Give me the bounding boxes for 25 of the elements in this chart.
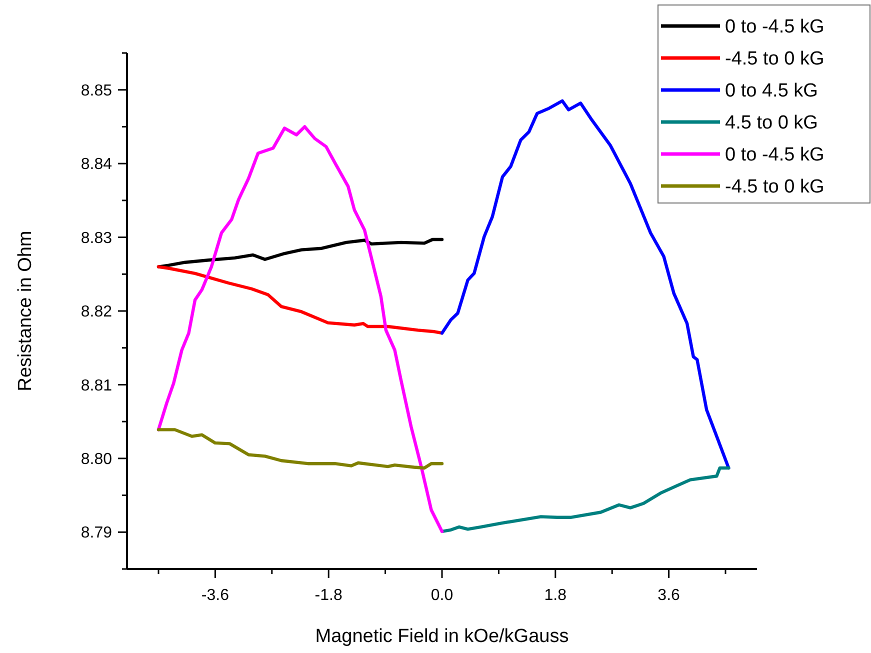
- x-tick-label: 3.6: [658, 587, 680, 604]
- legend-label: -4.5 to 0 kG: [725, 48, 824, 70]
- line-series: [156, 125, 444, 534]
- legend-label: 0 to 4.5 kG: [725, 80, 818, 102]
- y-tick-label: 8.81: [80, 377, 112, 394]
- x-tick-label: 1.8: [544, 587, 567, 604]
- y-tick-label: 8.83: [80, 230, 112, 247]
- y-tick-label: 8.82: [80, 304, 112, 321]
- line-series: [156, 238, 444, 268]
- x-tick-label: 0.0: [430, 587, 454, 604]
- y-tick-label: 8.79: [80, 524, 112, 542]
- legend-label: 0 to -4.5 kG: [725, 144, 824, 166]
- legend-label: 0 to -4.5 kG: [725, 16, 824, 38]
- y-tick-label: 8.84: [80, 156, 112, 174]
- x-tick-label: -3.6: [201, 587, 230, 604]
- x-axis-title: Magnetic Field in kOe/kGauss: [315, 626, 569, 647]
- legend-label: 4.5 to 0 kG: [725, 112, 818, 134]
- x-tick-label: -1.8: [314, 587, 342, 604]
- line-series: [440, 466, 730, 534]
- line-series: [156, 428, 444, 470]
- line-series: [156, 265, 444, 335]
- y-axis-title: Resistance in Ohm: [15, 230, 36, 392]
- y-tick-label: 8.80: [80, 451, 112, 468]
- y-tick-label: 8.85: [80, 82, 112, 100]
- legend-label: -4.5 to 0 kG: [725, 176, 824, 198]
